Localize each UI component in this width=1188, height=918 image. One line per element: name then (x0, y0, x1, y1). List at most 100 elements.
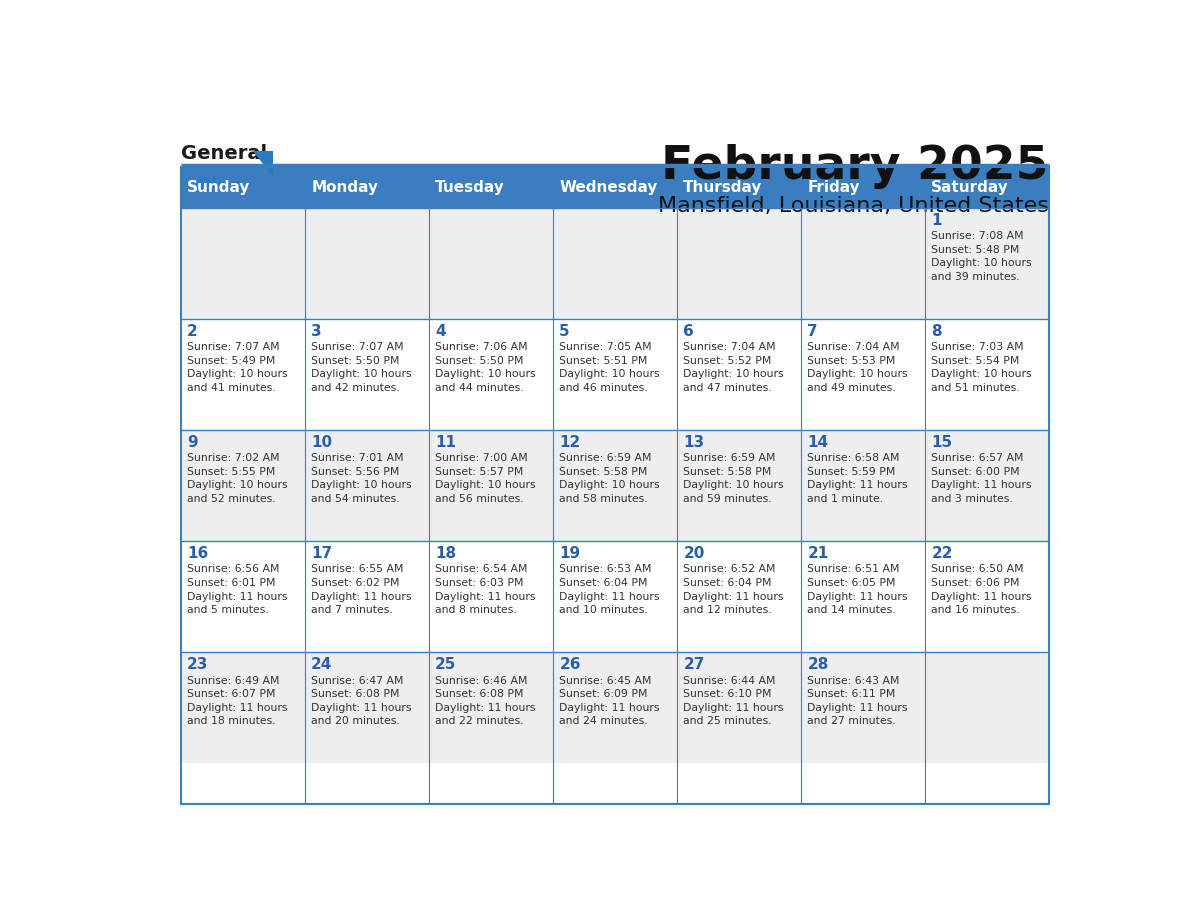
Text: 26: 26 (560, 657, 581, 672)
FancyBboxPatch shape (925, 207, 1049, 319)
FancyBboxPatch shape (305, 541, 429, 652)
Text: 6: 6 (683, 324, 694, 339)
Text: Sunrise: 6:46 AM
Sunset: 6:08 PM
Daylight: 11 hours
and 22 minutes.: Sunrise: 6:46 AM Sunset: 6:08 PM Dayligh… (435, 676, 536, 726)
Text: Sunrise: 7:05 AM
Sunset: 5:51 PM
Daylight: 10 hours
and 46 minutes.: Sunrise: 7:05 AM Sunset: 5:51 PM Dayligh… (560, 342, 659, 393)
FancyBboxPatch shape (181, 319, 305, 430)
FancyBboxPatch shape (925, 319, 1049, 430)
Polygon shape (253, 151, 273, 177)
Text: Sunrise: 6:43 AM
Sunset: 6:11 PM
Daylight: 11 hours
and 27 minutes.: Sunrise: 6:43 AM Sunset: 6:11 PM Dayligh… (808, 676, 908, 726)
Text: 13: 13 (683, 435, 704, 450)
FancyBboxPatch shape (677, 207, 801, 319)
FancyBboxPatch shape (429, 430, 552, 541)
Text: Sunrise: 7:02 AM
Sunset: 5:55 PM
Daylight: 10 hours
and 52 minutes.: Sunrise: 7:02 AM Sunset: 5:55 PM Dayligh… (188, 453, 287, 504)
Text: General: General (181, 144, 267, 163)
Text: Sunrise: 7:04 AM
Sunset: 5:52 PM
Daylight: 10 hours
and 47 minutes.: Sunrise: 7:04 AM Sunset: 5:52 PM Dayligh… (683, 342, 784, 393)
Text: 15: 15 (931, 435, 953, 450)
FancyBboxPatch shape (305, 652, 429, 763)
Text: 19: 19 (560, 546, 581, 561)
Text: Sunrise: 6:56 AM
Sunset: 6:01 PM
Daylight: 11 hours
and 5 minutes.: Sunrise: 6:56 AM Sunset: 6:01 PM Dayligh… (188, 565, 287, 615)
FancyBboxPatch shape (552, 207, 677, 319)
Text: 27: 27 (683, 657, 704, 672)
Text: Mansfield, Louisiana, United States: Mansfield, Louisiana, United States (658, 196, 1049, 217)
FancyBboxPatch shape (801, 319, 925, 430)
FancyBboxPatch shape (552, 652, 677, 763)
FancyBboxPatch shape (677, 319, 801, 430)
FancyBboxPatch shape (801, 207, 925, 319)
Text: Sunrise: 6:50 AM
Sunset: 6:06 PM
Daylight: 11 hours
and 16 minutes.: Sunrise: 6:50 AM Sunset: 6:06 PM Dayligh… (931, 565, 1032, 615)
FancyBboxPatch shape (181, 167, 1049, 207)
Text: 28: 28 (808, 657, 829, 672)
Text: 11: 11 (435, 435, 456, 450)
Text: Sunrise: 6:57 AM
Sunset: 6:00 PM
Daylight: 11 hours
and 3 minutes.: Sunrise: 6:57 AM Sunset: 6:00 PM Dayligh… (931, 453, 1032, 504)
Text: Sunrise: 7:06 AM
Sunset: 5:50 PM
Daylight: 10 hours
and 44 minutes.: Sunrise: 7:06 AM Sunset: 5:50 PM Dayligh… (435, 342, 536, 393)
FancyBboxPatch shape (429, 207, 552, 319)
FancyBboxPatch shape (552, 541, 677, 652)
Text: Tuesday: Tuesday (435, 180, 505, 195)
FancyBboxPatch shape (181, 430, 305, 541)
Text: Sunrise: 7:04 AM
Sunset: 5:53 PM
Daylight: 10 hours
and 49 minutes.: Sunrise: 7:04 AM Sunset: 5:53 PM Dayligh… (808, 342, 908, 393)
FancyBboxPatch shape (925, 541, 1049, 652)
FancyBboxPatch shape (801, 652, 925, 763)
Text: 16: 16 (188, 546, 208, 561)
FancyBboxPatch shape (925, 652, 1049, 763)
Text: 18: 18 (435, 546, 456, 561)
Text: Sunrise: 6:52 AM
Sunset: 6:04 PM
Daylight: 11 hours
and 12 minutes.: Sunrise: 6:52 AM Sunset: 6:04 PM Dayligh… (683, 565, 784, 615)
Text: 1: 1 (931, 213, 942, 228)
Text: 23: 23 (188, 657, 209, 672)
Text: 3: 3 (311, 324, 322, 339)
Text: Sunday: Sunday (188, 180, 251, 195)
Text: 25: 25 (435, 657, 456, 672)
FancyBboxPatch shape (552, 319, 677, 430)
Text: 22: 22 (931, 546, 953, 561)
Text: February 2025: February 2025 (662, 144, 1049, 189)
Text: Sunrise: 7:01 AM
Sunset: 5:56 PM
Daylight: 10 hours
and 54 minutes.: Sunrise: 7:01 AM Sunset: 5:56 PM Dayligh… (311, 453, 412, 504)
Text: Monday: Monday (311, 180, 378, 195)
Text: Saturday: Saturday (931, 180, 1009, 195)
Text: Sunrise: 6:59 AM
Sunset: 5:58 PM
Daylight: 10 hours
and 59 minutes.: Sunrise: 6:59 AM Sunset: 5:58 PM Dayligh… (683, 453, 784, 504)
FancyBboxPatch shape (801, 541, 925, 652)
Text: Sunrise: 6:45 AM
Sunset: 6:09 PM
Daylight: 11 hours
and 24 minutes.: Sunrise: 6:45 AM Sunset: 6:09 PM Dayligh… (560, 676, 659, 726)
Text: Sunrise: 6:49 AM
Sunset: 6:07 PM
Daylight: 11 hours
and 18 minutes.: Sunrise: 6:49 AM Sunset: 6:07 PM Dayligh… (188, 676, 287, 726)
Text: 10: 10 (311, 435, 333, 450)
FancyBboxPatch shape (677, 652, 801, 763)
Text: 2: 2 (188, 324, 198, 339)
Text: 12: 12 (560, 435, 581, 450)
Text: Sunrise: 7:00 AM
Sunset: 5:57 PM
Daylight: 10 hours
and 56 minutes.: Sunrise: 7:00 AM Sunset: 5:57 PM Dayligh… (435, 453, 536, 504)
Text: Sunrise: 6:58 AM
Sunset: 5:59 PM
Daylight: 11 hours
and 1 minute.: Sunrise: 6:58 AM Sunset: 5:59 PM Dayligh… (808, 453, 908, 504)
FancyBboxPatch shape (305, 319, 429, 430)
Text: Sunrise: 6:44 AM
Sunset: 6:10 PM
Daylight: 11 hours
and 25 minutes.: Sunrise: 6:44 AM Sunset: 6:10 PM Dayligh… (683, 676, 784, 726)
Text: 14: 14 (808, 435, 828, 450)
Text: Sunrise: 7:07 AM
Sunset: 5:49 PM
Daylight: 10 hours
and 41 minutes.: Sunrise: 7:07 AM Sunset: 5:49 PM Dayligh… (188, 342, 287, 393)
FancyBboxPatch shape (305, 207, 429, 319)
Text: Sunrise: 6:51 AM
Sunset: 6:05 PM
Daylight: 11 hours
and 14 minutes.: Sunrise: 6:51 AM Sunset: 6:05 PM Dayligh… (808, 565, 908, 615)
Text: Wednesday: Wednesday (560, 180, 658, 195)
Text: Sunrise: 6:59 AM
Sunset: 5:58 PM
Daylight: 10 hours
and 58 minutes.: Sunrise: 6:59 AM Sunset: 5:58 PM Dayligh… (560, 453, 659, 504)
FancyBboxPatch shape (677, 541, 801, 652)
FancyBboxPatch shape (552, 430, 677, 541)
FancyBboxPatch shape (429, 652, 552, 763)
Text: Thursday: Thursday (683, 180, 763, 195)
FancyBboxPatch shape (305, 430, 429, 541)
FancyBboxPatch shape (181, 652, 305, 763)
Text: Sunrise: 6:55 AM
Sunset: 6:02 PM
Daylight: 11 hours
and 7 minutes.: Sunrise: 6:55 AM Sunset: 6:02 PM Dayligh… (311, 565, 412, 615)
FancyBboxPatch shape (925, 430, 1049, 541)
FancyBboxPatch shape (677, 430, 801, 541)
Text: 21: 21 (808, 546, 828, 561)
Text: 5: 5 (560, 324, 570, 339)
Text: Sunrise: 7:07 AM
Sunset: 5:50 PM
Daylight: 10 hours
and 42 minutes.: Sunrise: 7:07 AM Sunset: 5:50 PM Dayligh… (311, 342, 412, 393)
Text: 9: 9 (188, 435, 197, 450)
Text: 24: 24 (311, 657, 333, 672)
FancyBboxPatch shape (181, 207, 305, 319)
FancyBboxPatch shape (181, 541, 305, 652)
Text: 20: 20 (683, 546, 704, 561)
Text: 7: 7 (808, 324, 819, 339)
Text: Sunrise: 6:54 AM
Sunset: 6:03 PM
Daylight: 11 hours
and 8 minutes.: Sunrise: 6:54 AM Sunset: 6:03 PM Dayligh… (435, 565, 536, 615)
Text: 17: 17 (311, 546, 333, 561)
Text: Friday: Friday (808, 180, 860, 195)
Text: Sunrise: 7:03 AM
Sunset: 5:54 PM
Daylight: 10 hours
and 51 minutes.: Sunrise: 7:03 AM Sunset: 5:54 PM Dayligh… (931, 342, 1032, 393)
Text: Blue: Blue (196, 177, 245, 196)
Text: Sunrise: 6:53 AM
Sunset: 6:04 PM
Daylight: 11 hours
and 10 minutes.: Sunrise: 6:53 AM Sunset: 6:04 PM Dayligh… (560, 565, 659, 615)
Text: Sunrise: 7:08 AM
Sunset: 5:48 PM
Daylight: 10 hours
and 39 minutes.: Sunrise: 7:08 AM Sunset: 5:48 PM Dayligh… (931, 231, 1032, 282)
FancyBboxPatch shape (429, 541, 552, 652)
FancyBboxPatch shape (429, 319, 552, 430)
